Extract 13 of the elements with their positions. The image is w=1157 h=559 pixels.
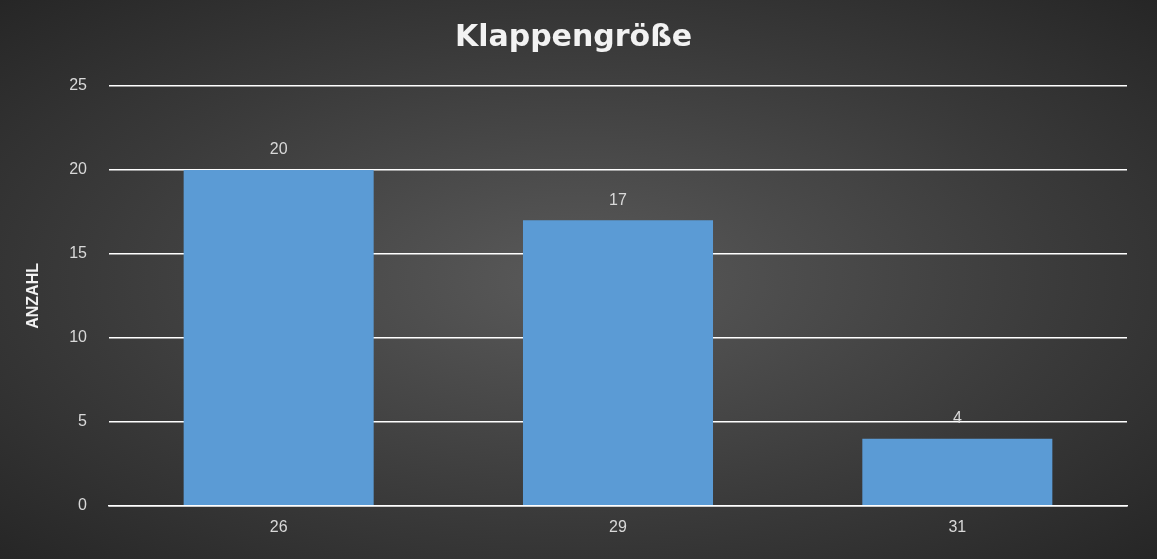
x-tick-label: 29 [609, 517, 627, 535]
y-tick-label: 5 [78, 412, 88, 430]
y-tick-label: 15 [69, 244, 88, 262]
x-tick-label: 26 [269, 517, 288, 535]
chart-title: Klappengröße [454, 17, 693, 53]
y-tick-label: 0 [78, 496, 88, 514]
y-tick-label: 25 [69, 76, 88, 94]
y-tick-label: 20 [69, 160, 88, 178]
x-tick-label: 31 [948, 517, 967, 535]
y-axis-title: ANZAHL [24, 262, 42, 329]
data-label: 20 [269, 140, 288, 158]
data-label: 17 [609, 190, 627, 208]
y-tick-label: 10 [69, 328, 88, 346]
